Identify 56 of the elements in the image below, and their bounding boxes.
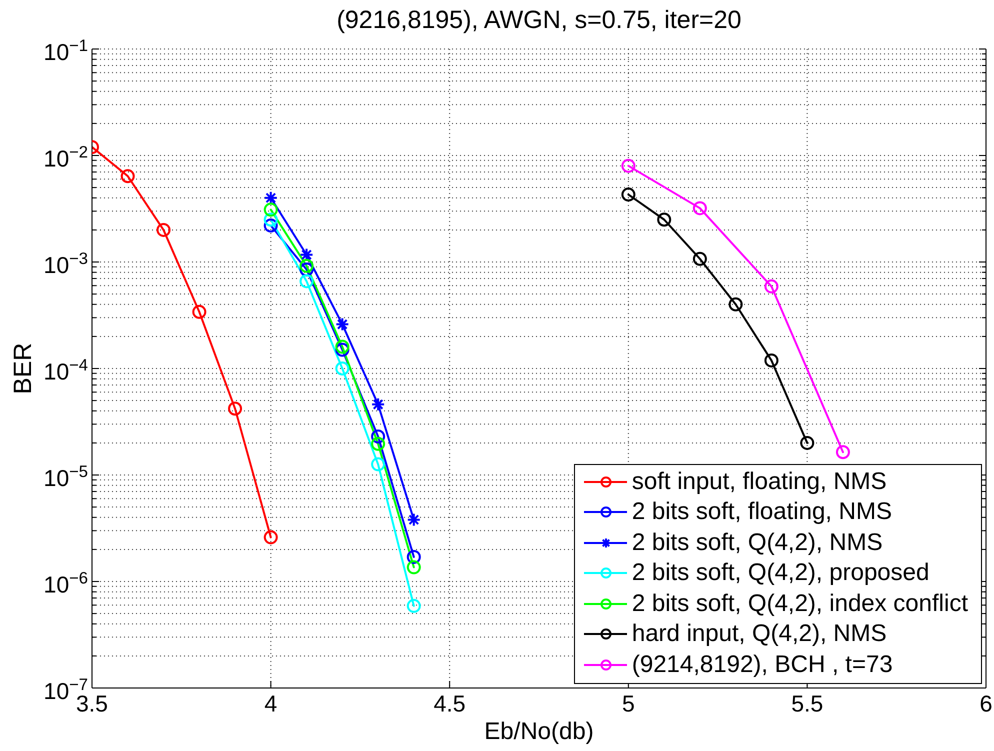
x-tick-label: 5.5 — [791, 690, 824, 716]
point — [335, 317, 350, 332]
point — [657, 212, 672, 227]
point — [192, 304, 206, 319]
point — [764, 279, 778, 294]
x-tick-label: 5 — [622, 690, 635, 716]
x-tick-label: 6 — [980, 690, 992, 716]
point — [728, 297, 743, 312]
point — [764, 353, 778, 368]
point — [264, 212, 278, 227]
point — [300, 274, 314, 288]
point — [228, 402, 242, 416]
point — [335, 362, 350, 376]
point — [621, 158, 636, 173]
point — [156, 222, 171, 237]
x-tick-label: 4.5 — [434, 690, 466, 716]
point — [264, 218, 278, 233]
legend-label: 2 bits soft, floating, NMS — [632, 498, 892, 526]
legend-label: soft input, floating, NMS — [632, 468, 887, 496]
point — [335, 342, 350, 357]
point — [621, 188, 636, 202]
point — [371, 436, 386, 451]
point — [692, 201, 707, 216]
point — [335, 340, 350, 354]
point — [406, 598, 421, 613]
point — [406, 512, 421, 527]
x-tick-label: 4 — [264, 690, 278, 716]
y-tick-label: 10$^{−5}$ — [44, 462, 88, 492]
point — [371, 397, 386, 412]
y-tick-label: 10$^{−2}$ — [44, 142, 88, 172]
legend-label: (9214,8192), BCH , t=73 — [632, 650, 893, 679]
point — [300, 258, 314, 273]
point — [371, 457, 386, 472]
legend-label: 2 bits soft, Q(4,2), index conflict — [632, 590, 968, 618]
y-axis-title: BER — [8, 342, 37, 394]
legend-label: hard input, Q(4,2), NMS — [632, 620, 887, 648]
legend-label: 2 bits soft, Q(4,2), proposed — [632, 559, 930, 588]
point — [692, 252, 707, 266]
point — [406, 560, 421, 574]
x-axis-title: Eb/No(db) — [484, 718, 594, 745]
point — [836, 445, 850, 460]
point — [264, 530, 278, 544]
y-tick-label: 10$^{−6}$ — [44, 568, 88, 598]
point — [264, 202, 278, 217]
chart-title: (9216,8195), AWGN, s=0.75, iter=20 — [336, 6, 742, 35]
point — [800, 436, 814, 450]
point — [300, 262, 314, 277]
point — [371, 429, 386, 444]
point — [300, 248, 314, 262]
y-tick-label: 10$^{−4}$ — [44, 355, 88, 385]
legend-label: 2 bits soft, Q(4,2), NMS — [632, 528, 883, 557]
y-tick-label: 10$^{−1}$ — [44, 36, 88, 66]
point — [406, 550, 421, 564]
y-tick-label: 10$^{−3}$ — [44, 248, 88, 278]
point — [120, 169, 135, 184]
point — [264, 190, 278, 205]
